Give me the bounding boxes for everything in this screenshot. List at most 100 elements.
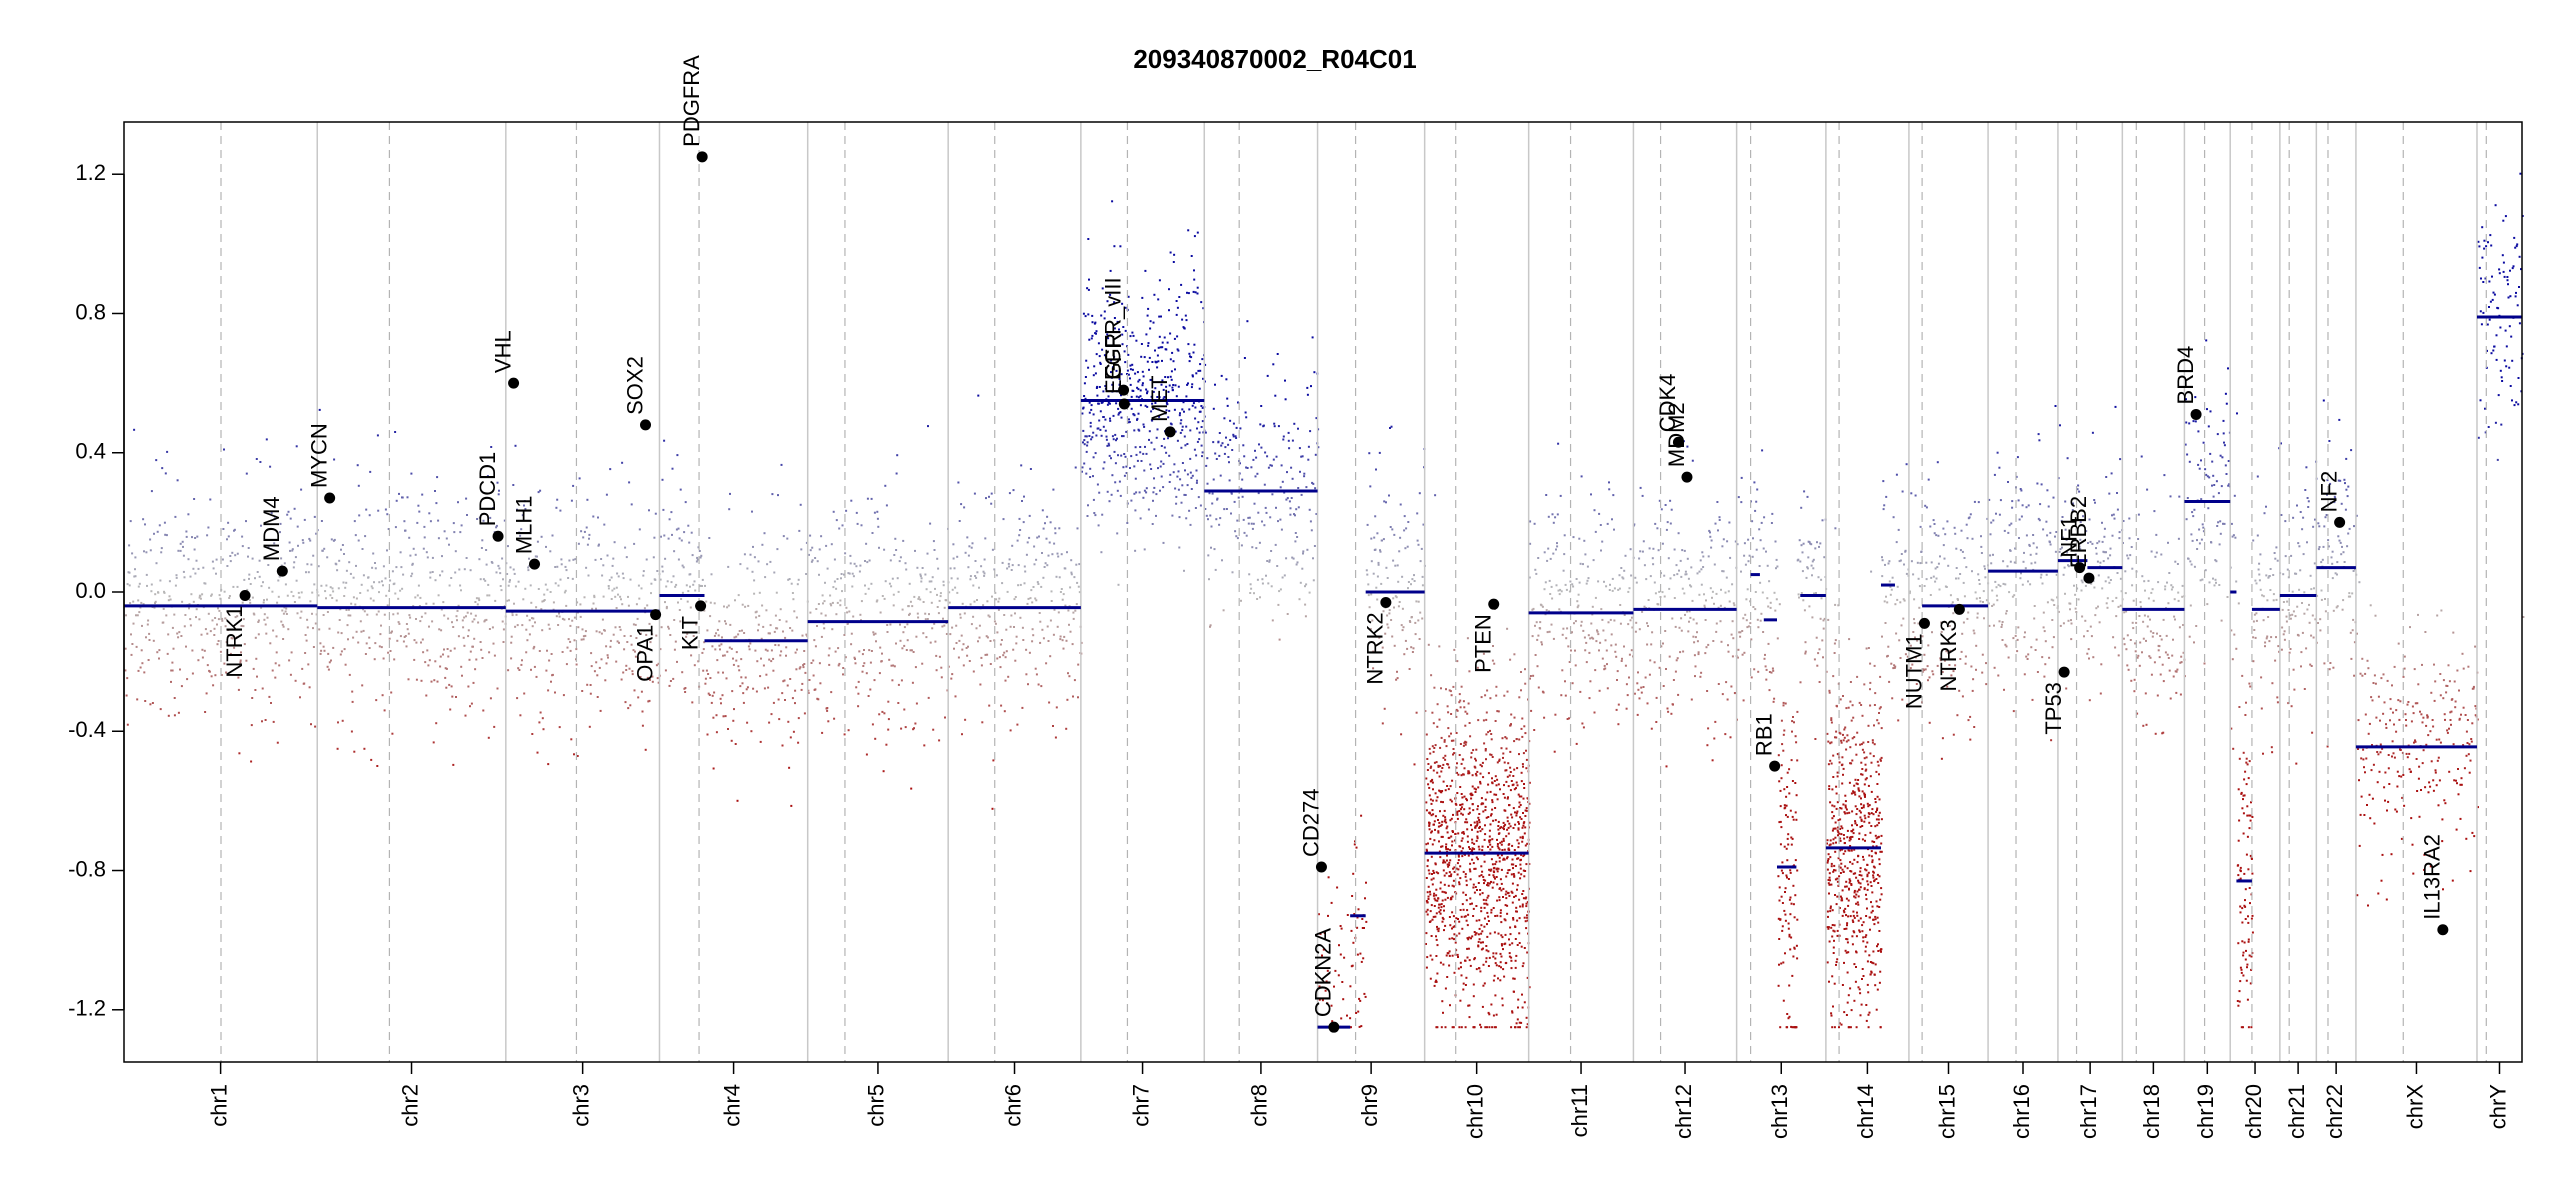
probe-point	[994, 622, 997, 625]
probe-point	[1621, 657, 1623, 660]
probe-point	[585, 526, 588, 529]
probe-point	[1294, 540, 1297, 543]
probe-point	[1108, 454, 1111, 457]
probe-point	[1045, 662, 1048, 665]
probe-point	[1602, 629, 1605, 632]
probe-point	[625, 664, 628, 667]
probe-point	[984, 537, 987, 540]
probe-point	[221, 619, 224, 622]
probe-point	[1130, 455, 1133, 458]
probe-point	[182, 570, 185, 573]
probe-point	[846, 622, 849, 625]
probe-point	[292, 566, 295, 569]
probe-point	[1776, 637, 1779, 640]
probe-point	[1505, 769, 1508, 772]
probe-point	[1515, 812, 1518, 815]
probe-point	[1445, 827, 1448, 830]
probe-point	[1429, 954, 1432, 957]
probe-point	[661, 478, 664, 481]
probe-point	[194, 572, 197, 575]
probe-point	[693, 664, 696, 667]
probe-point	[1291, 439, 1294, 442]
probe-point	[848, 610, 851, 613]
probe-point	[785, 620, 788, 623]
probe-point	[1505, 780, 1508, 783]
probe-point	[1184, 494, 1187, 496]
probe-point	[1601, 540, 1604, 543]
probe-point	[841, 524, 844, 527]
probe-point	[679, 620, 682, 623]
probe-point	[966, 536, 969, 539]
probe-point	[1252, 522, 1255, 525]
probe-point	[369, 470, 372, 473]
probe-point	[1070, 573, 1073, 576]
probe-point	[1048, 701, 1051, 704]
probe-point	[1719, 620, 1722, 623]
probe-point	[855, 511, 858, 514]
probe-point	[702, 669, 705, 672]
probe-point	[1457, 854, 1460, 857]
probe-point	[782, 680, 785, 683]
probe-point	[1121, 435, 1123, 438]
probe-point	[186, 678, 189, 681]
probe-point	[1480, 906, 1483, 909]
probe-point	[1504, 809, 1507, 812]
probe-point	[373, 658, 376, 661]
probe-point	[1793, 916, 1796, 919]
probe-point	[1073, 679, 1076, 682]
probe-point	[1139, 389, 1142, 392]
probe-point	[1526, 914, 1528, 917]
probe-point	[1202, 307, 1205, 310]
probe-point	[755, 616, 758, 619]
probe-point	[1669, 499, 1672, 502]
probe-point	[1255, 456, 1258, 459]
probe-point	[1589, 680, 1592, 683]
probe-point	[1430, 831, 1433, 834]
probe-point	[298, 596, 301, 599]
probe-point	[1782, 999, 1785, 1002]
probe-point	[1189, 457, 1192, 460]
probe-point	[916, 612, 919, 615]
probe-point	[551, 534, 554, 537]
probe-point	[1658, 590, 1661, 593]
probe-point	[1784, 887, 1787, 890]
probe-point	[1162, 397, 1165, 400]
probe-point	[1077, 585, 1080, 588]
probe-point	[263, 613, 266, 616]
probe-point	[378, 591, 380, 594]
probe-point	[1454, 832, 1457, 835]
probe-point	[161, 467, 164, 470]
probe-point	[737, 633, 740, 636]
probe-point	[1522, 797, 1525, 800]
probe-point	[1304, 615, 1307, 618]
probe-point	[863, 662, 866, 665]
probe-point	[1131, 331, 1134, 334]
probe-point	[507, 545, 509, 548]
probe-point	[1451, 844, 1453, 847]
probe-point	[710, 701, 713, 704]
probe-point	[1521, 893, 1524, 895]
probe-point	[1480, 797, 1483, 800]
probe-point	[771, 493, 774, 496]
probe-point	[343, 553, 345, 555]
probe-point	[942, 617, 944, 620]
probe-point	[1494, 957, 1497, 960]
probe-point	[429, 571, 432, 574]
probe-point	[1741, 653, 1744, 656]
probe-point	[262, 581, 264, 584]
probe-point	[1443, 740, 1446, 743]
probe-point	[1293, 422, 1296, 425]
probe-point	[1458, 920, 1461, 923]
probe-point	[1272, 363, 1275, 366]
probe-point	[147, 619, 150, 622]
probe-point	[1209, 624, 1212, 627]
probe-point	[1462, 988, 1465, 991]
probe-point	[338, 559, 341, 562]
probe-point	[1510, 723, 1512, 726]
probe-point	[428, 659, 431, 662]
probe-point	[712, 716, 715, 719]
probe-point	[214, 617, 217, 619]
probe-point	[1281, 576, 1284, 579]
probe-point	[1082, 429, 1085, 432]
probe-point	[1709, 535, 1712, 538]
